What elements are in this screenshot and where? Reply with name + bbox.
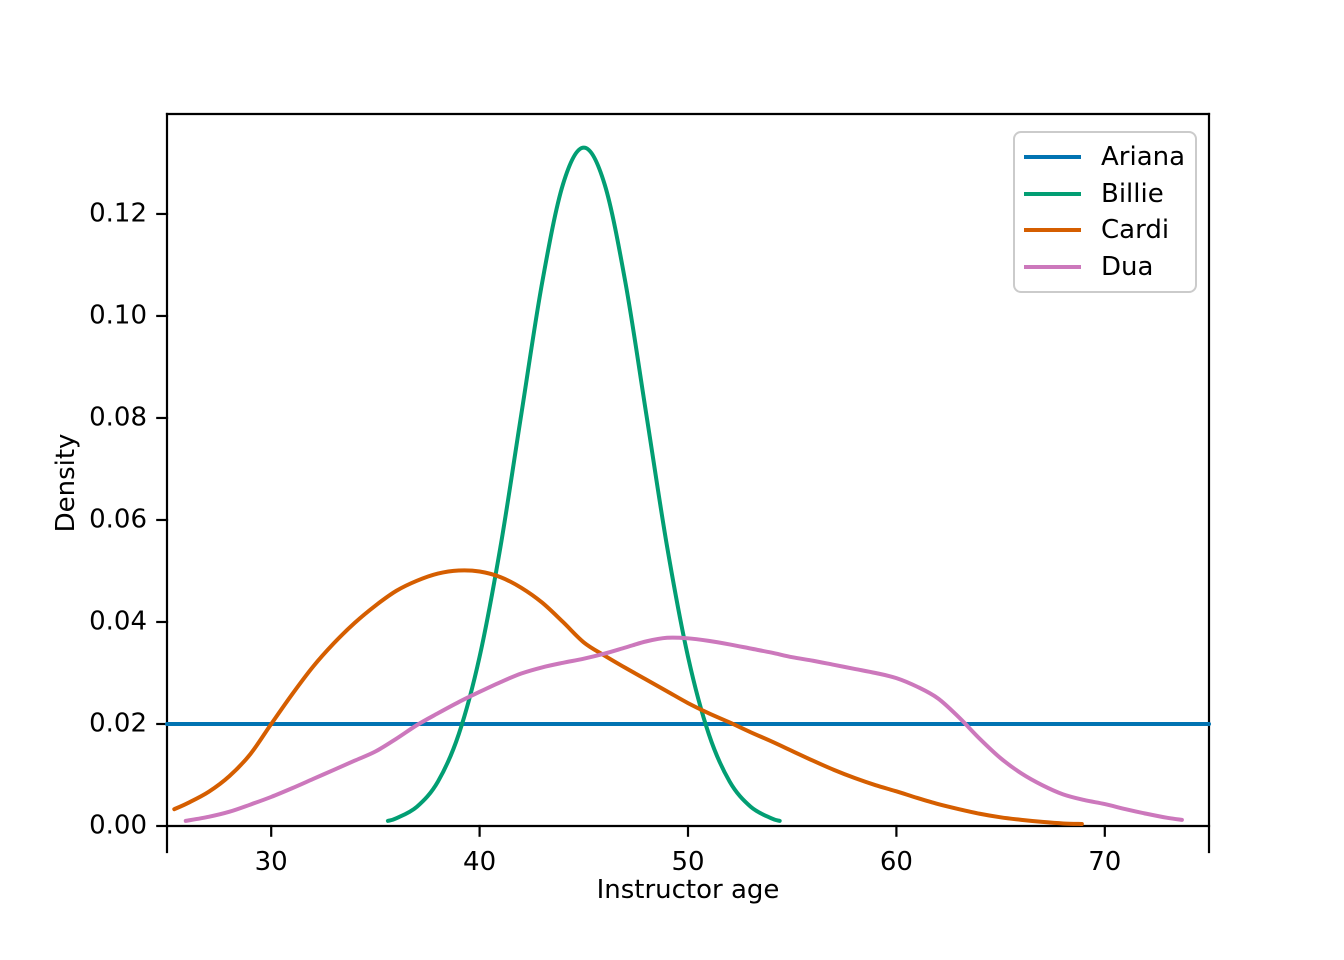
x-tick-label: 40 xyxy=(463,847,497,877)
y-axis-label: Density xyxy=(51,433,81,533)
legend-line-sample xyxy=(1024,191,1081,196)
legend-item-dua: Dua xyxy=(1015,252,1195,282)
x-tick-label: 60 xyxy=(879,847,913,877)
x-tick-label: 50 xyxy=(671,847,705,877)
legend-line-sample xyxy=(1024,264,1081,269)
legend-item-cardi: Cardi xyxy=(1015,215,1195,245)
x-axis-label: Instructor age xyxy=(596,875,780,905)
legend-line-sample xyxy=(1024,155,1081,160)
legend-label: Billie xyxy=(1101,178,1164,209)
legend: Ariana Billie Cardi Dua xyxy=(1013,131,1197,293)
legend-item-ariana: Ariana xyxy=(1015,142,1195,172)
x-tick-label: 30 xyxy=(254,847,288,877)
y-tick-label: 0.06 xyxy=(89,504,147,535)
y-tick-label: 0.10 xyxy=(89,300,147,331)
series-line-billie xyxy=(385,145,782,823)
legend-item-billie: Billie xyxy=(1015,179,1195,209)
x-tick-label: 70 xyxy=(1088,847,1122,877)
y-tick-label: 0.12 xyxy=(89,198,147,229)
y-tick-label: 0.00 xyxy=(89,810,147,841)
y-tick-label: 0.04 xyxy=(89,606,147,637)
series-line-dua xyxy=(183,635,1184,823)
legend-line-sample xyxy=(1024,228,1081,233)
series-line-cardi xyxy=(172,568,1084,826)
legend-label: Ariana xyxy=(1101,142,1186,173)
y-tick-label: 0.02 xyxy=(89,708,147,739)
legend-label: Cardi xyxy=(1101,215,1170,246)
y-tick-label: 0.08 xyxy=(89,402,147,433)
legend-label: Dua xyxy=(1101,251,1154,282)
